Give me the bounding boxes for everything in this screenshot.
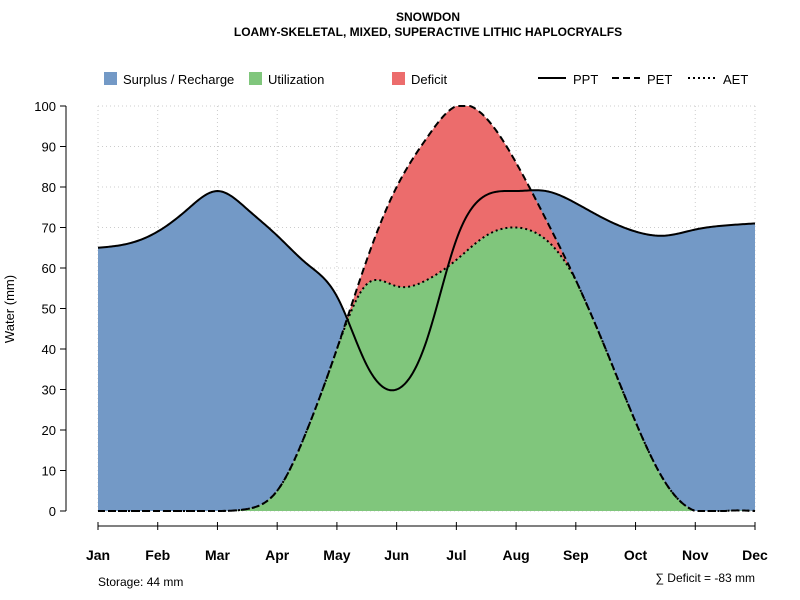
area-fills	[98, 106, 755, 511]
x-tick-label-mar: Mar	[205, 547, 230, 563]
utilization-area	[98, 227, 755, 511]
y-tick-label: 100	[34, 99, 56, 114]
y-tick-label: 0	[49, 504, 56, 519]
y-tick-label: 80	[42, 180, 56, 195]
x-tick-label-jul: Jul	[446, 547, 466, 563]
x-tick-label-dec: Dec	[742, 547, 768, 563]
x-tick-label-nov: Nov	[682, 547, 709, 563]
x-tick-label-jan: Jan	[86, 547, 110, 563]
x-tick-label-aug: Aug	[502, 547, 529, 563]
storage-note: Storage: 44 mm	[98, 575, 183, 589]
y-tick-label: 40	[42, 342, 56, 357]
y-tick-label: 70	[42, 221, 56, 236]
x-tick-label-feb: Feb	[145, 547, 170, 563]
x-tick-label-jun: Jun	[384, 547, 409, 563]
legend-label-ppt: PPT	[573, 72, 598, 87]
deficit-note: ∑ Deficit = -83 mm	[655, 571, 755, 585]
legend-swatch-deficit	[392, 72, 405, 85]
series-lines	[97, 105, 756, 512]
legend-label-aet: AET	[723, 72, 748, 87]
legend-label-deficit: Deficit	[411, 72, 448, 87]
y-tick-label: 50	[42, 302, 56, 317]
y-axis-label: Water (mm)	[2, 275, 17, 343]
y-tick-label: 20	[42, 423, 56, 438]
chart-title: SNOWDON	[396, 10, 460, 24]
y-tick-label: 10	[42, 464, 56, 479]
y-tick-label: 30	[42, 383, 56, 398]
legend-label-surplus: Surplus / Recharge	[123, 72, 234, 87]
y-tick-label: 90	[42, 140, 56, 155]
legend-swatch-utilization	[249, 72, 262, 85]
y-tick-label: 60	[42, 261, 56, 276]
legend-label-pet: PET	[647, 72, 672, 87]
legend-swatch-surplus	[104, 72, 117, 85]
pet-line	[98, 105, 756, 512]
axes: 0 10 20 30 40 50 60 70 80 90 100 Jan Feb Mar Apr May Jun…	[34, 99, 768, 563]
ppt-line	[97, 189, 756, 392]
x-tick-label-apr: Apr	[265, 547, 290, 563]
x-tick-label-sep: Sep	[563, 547, 589, 563]
chart-subtitle: LOAMY-SKELETAL, MIXED, SUPERACTIVE LITHI…	[234, 25, 622, 39]
legend: Surplus / Recharge Utilization Deficit P…	[104, 72, 748, 87]
x-tick-label-may: May	[323, 547, 350, 563]
legend-label-utilization: Utilization	[268, 72, 324, 87]
x-tick-label-oct: Oct	[624, 547, 648, 563]
